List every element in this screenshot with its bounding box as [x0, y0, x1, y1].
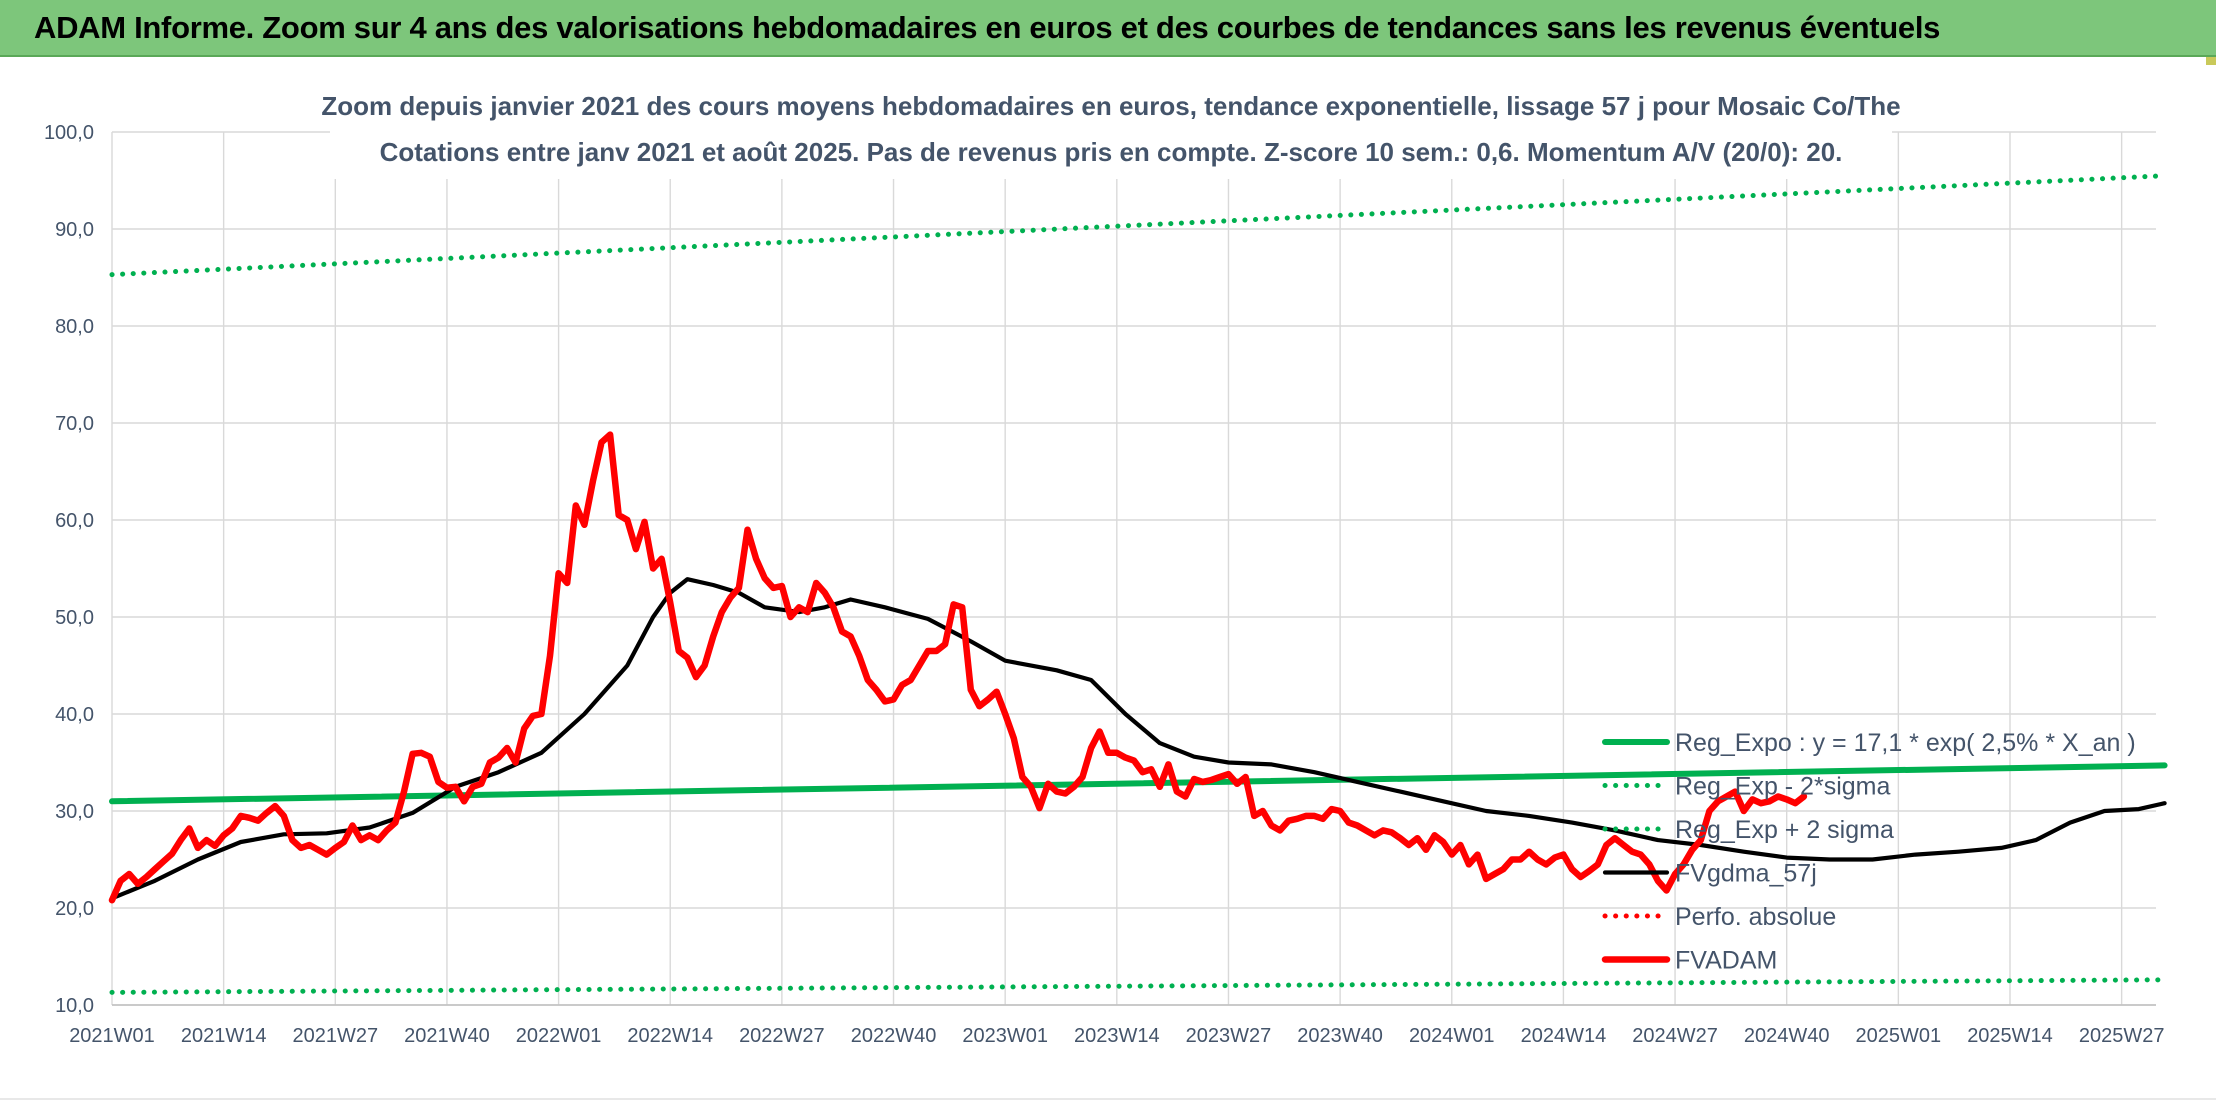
legend-label-reg-exp-2-sigma: Reg_Exp + 2 sigma [1675, 816, 1894, 844]
y-tick-label: 60,0 [55, 510, 94, 532]
x-tick-label: 2022W27 [739, 1025, 825, 1047]
x-tick-label: 2023W01 [962, 1025, 1048, 1047]
y-tick-label: 40,0 [55, 704, 94, 726]
x-tick-label: 2023W14 [1074, 1025, 1160, 1047]
x-tick-label: 2024W14 [1521, 1025, 1607, 1047]
x-tick-label: 2022W14 [627, 1025, 713, 1047]
x-tick-label: 2021W01 [69, 1025, 155, 1047]
axes: 10,0 20,0 30,0 40,0 50,0 60,0 70,0 80,0 90,0 100,… [44, 122, 2165, 1047]
y-tick-label: 80,0 [55, 316, 94, 338]
series-line-fvgdma-57j [109, 577, 2167, 901]
bottom-rule [0, 1098, 2216, 1100]
title-banner: ADAM Informe. Zoom sur 4 ans des valoris… [0, 0, 2216, 57]
legend-label-fvadam: FVADAM [1675, 947, 1777, 975]
legend-label-reg-exp-2-sigma: Reg_Exp - 2*sigma [1675, 773, 1890, 801]
edge-accent [2206, 57, 2216, 65]
y-tick-label: 50,0 [55, 607, 94, 629]
y-tick-label: 30,0 [55, 801, 94, 823]
x-tick-label: 2023W40 [1297, 1025, 1383, 1047]
chart-subtitle: Cotations entre janv 2021 et août 2025. … [380, 137, 1843, 167]
chart-title: Zoom depuis janvier 2021 des cours moyen… [321, 91, 1900, 121]
series-line-reg-exp-2-sigma [109, 173, 2168, 278]
x-tick-label: 2022W01 [516, 1025, 602, 1047]
y-tick-label: 90,0 [55, 219, 94, 241]
y-tick-label: 100,0 [44, 122, 94, 144]
x-tick-label: 2024W27 [1632, 1025, 1718, 1047]
x-tick-label: 2025W14 [1967, 1025, 2053, 1047]
y-tick-label: 10,0 [55, 995, 94, 1017]
report-title: ADAM Informe. Zoom sur 4 ans des valoris… [34, 10, 1941, 45]
series-line-fvadam [108, 431, 1808, 904]
x-tick-label: 2025W27 [2079, 1025, 2165, 1047]
x-tick-label: 2023W27 [1186, 1025, 1272, 1047]
chart-title-block: Zoom depuis janvier 2021 des cours moyen… [321, 79, 1901, 179]
y-tick-label: 20,0 [55, 898, 94, 920]
valuation-chart: 10,0 20,0 30,0 40,0 50,0 60,0 70,0 80,0 90,0 100,… [44, 79, 2168, 1047]
grid-lines [111, 131, 2156, 1006]
legend-label-perfo-absolue: Perfo. absolue [1675, 903, 1836, 931]
x-tick-label: 2021W14 [181, 1025, 267, 1047]
x-tick-label: 2022W40 [851, 1025, 937, 1047]
series-line-reg-exp-2-sigma [109, 977, 2168, 995]
legend-label-reg-expo-y-17-1-exp-2-5-x-an: Reg_Expo : y = 17,1 * exp( 2,5% * X_an ) [1675, 729, 2136, 757]
y-tick-label: 70,0 [55, 413, 94, 435]
x-tick-label: 2024W40 [1744, 1025, 1830, 1047]
series-lines [108, 173, 2168, 995]
legend-label-fvgdma-57j: FVgdma_57j [1675, 860, 1817, 888]
x-tick-label: 2021W40 [404, 1025, 490, 1047]
series-line-reg-expo-y-17-1-exp-2-5-x-an [109, 762, 2168, 805]
x-tick-label: 2024W01 [1409, 1025, 1495, 1047]
legend: Reg_Expo : y = 17,1 * exp( 2,5% * X_an )… [1601, 729, 2136, 975]
x-tick-label: 2021W27 [292, 1025, 378, 1047]
x-tick-label: 2025W01 [1856, 1025, 1942, 1047]
